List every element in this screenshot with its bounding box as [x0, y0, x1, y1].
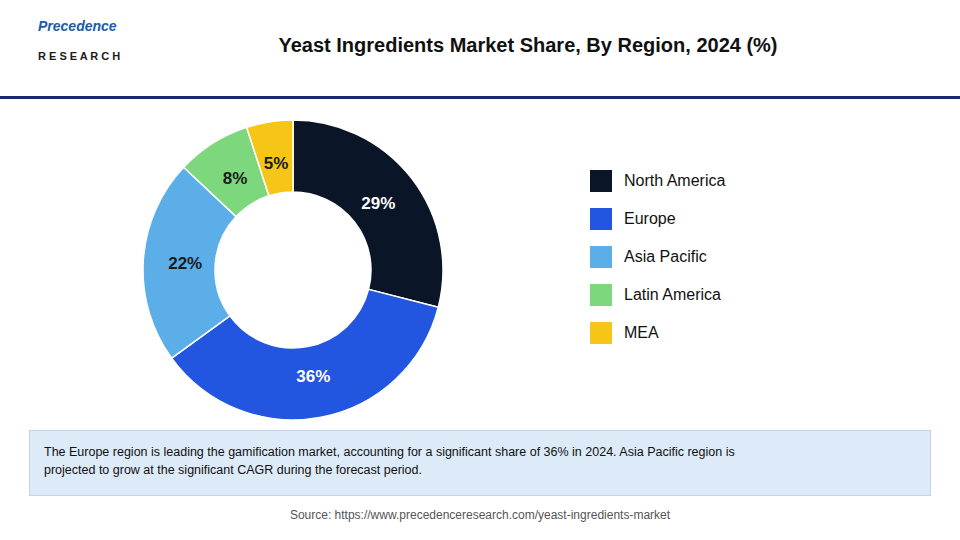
html-text:Europe: Europe	[624, 210, 676, 227]
html-text:Precedence: Precedence	[38, 18, 117, 34]
svg-text:22%: 22%	[168, 254, 202, 273]
html-text:MEA: MEA	[624, 324, 659, 341]
html-text:Yeast Ingredients Market Share: Yeast Ingredients Market Share, By Regio…	[278, 34, 778, 56]
html-text:North America: North America	[624, 172, 726, 189]
svg-text:5%: 5%	[264, 154, 289, 173]
html-text:R E S E A R C H: R E S E A R C H	[38, 50, 121, 62]
svg-text:8%: 8%	[223, 169, 248, 188]
html-text:The Europe region is leading t: The Europe region is leading the gamific…	[44, 445, 735, 477]
html-text:Latin America: Latin America	[624, 286, 721, 303]
svg-text:36%: 36%	[296, 367, 330, 386]
html-text:Asia Pacific: Asia Pacific	[624, 248, 707, 265]
html-text:Source: https://www.precedence: Source: https://www.precedenceresearch.c…	[289, 508, 671, 522]
svg-text:29%: 29%	[361, 194, 395, 213]
